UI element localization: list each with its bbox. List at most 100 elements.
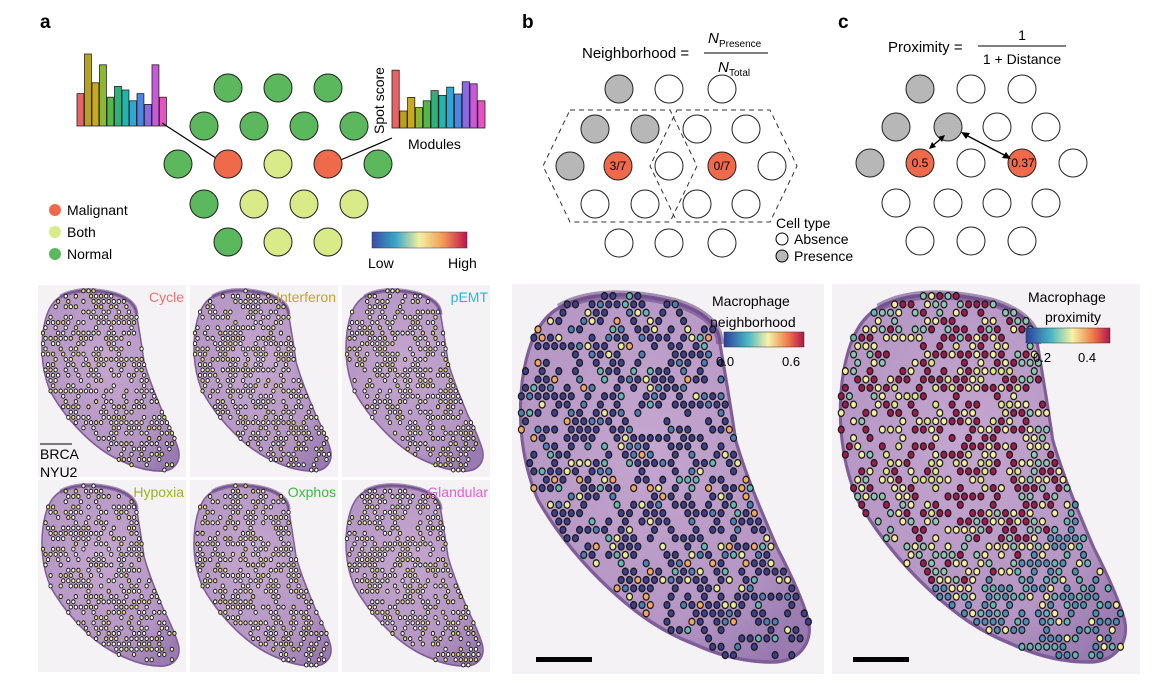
spatial-spot xyxy=(767,542,775,551)
spatial-spot xyxy=(81,546,86,552)
spatial-spot xyxy=(400,599,405,605)
spatial-spot xyxy=(88,293,94,299)
spatial-spot xyxy=(878,392,886,401)
spatial-spot xyxy=(205,541,210,547)
spatial-spot xyxy=(263,557,268,563)
spatial-spot xyxy=(433,509,438,515)
spatial-spot xyxy=(471,630,476,636)
spatial-spot xyxy=(294,446,299,452)
spatial-spot xyxy=(360,588,365,594)
spatial-spot xyxy=(952,308,960,317)
spatial-spot xyxy=(433,499,438,505)
spatial-spot xyxy=(197,309,203,315)
spatial-spot xyxy=(1010,525,1018,534)
spatial-spot xyxy=(276,314,281,320)
proximity-numerator: 1 xyxy=(1018,27,1026,43)
spatial-spot xyxy=(580,400,588,409)
spatial-spot xyxy=(584,341,592,351)
spatial-spot xyxy=(263,515,268,521)
spatial-spot xyxy=(700,358,708,367)
spatial-spot xyxy=(349,546,355,552)
spatial-spot xyxy=(521,383,530,392)
spatial-spot xyxy=(304,609,309,615)
spatial-spot xyxy=(688,550,696,560)
spatial-spot xyxy=(919,392,927,401)
spatial-spot xyxy=(397,541,403,547)
spatial-spot xyxy=(1030,567,1038,576)
spatial-spot xyxy=(965,433,973,443)
spatial-spot xyxy=(124,314,129,320)
spatial-spot xyxy=(973,417,981,426)
spatial-spot xyxy=(235,367,241,373)
spatial-spot xyxy=(997,567,1005,576)
spatial-spot xyxy=(365,309,370,315)
spatial-spot xyxy=(1088,617,1096,626)
spatial-spot xyxy=(288,425,294,431)
spatial-spot xyxy=(742,542,750,551)
absence-spot xyxy=(604,228,634,258)
spatial-spot xyxy=(630,567,638,576)
spatial-spot xyxy=(40,341,46,347)
spatial-spot xyxy=(283,435,289,441)
spatial-spot xyxy=(721,651,729,660)
spatial-spot xyxy=(952,575,960,585)
spatial-spot xyxy=(83,594,89,600)
spatial-spot xyxy=(443,399,448,405)
spatial-spot xyxy=(243,372,248,378)
spatial-spot xyxy=(400,330,405,336)
spatial-spot xyxy=(965,584,973,593)
spatial-spot xyxy=(121,362,126,368)
spatial-spot xyxy=(882,450,890,459)
spatial-spot xyxy=(111,504,116,510)
spatial-spot xyxy=(78,530,84,536)
spatial-spot xyxy=(440,525,446,531)
spatial-spot xyxy=(423,625,428,631)
spatial-spot xyxy=(997,483,1005,493)
spatial-spot xyxy=(266,420,271,426)
spatial-spot xyxy=(415,383,420,389)
spatial-spot xyxy=(294,425,299,431)
spatial-spot xyxy=(1071,567,1079,576)
spatial-spot xyxy=(372,583,377,589)
spatial-spot xyxy=(309,651,314,658)
spatial-spot xyxy=(596,350,604,359)
spatial-spot xyxy=(233,362,238,368)
spatial-spot xyxy=(1026,525,1034,534)
spatial-spot xyxy=(403,399,408,405)
spatial-spot xyxy=(281,551,286,557)
spatial-spot xyxy=(283,546,289,552)
spatial-spot xyxy=(286,583,291,589)
spatial-spot xyxy=(563,433,571,443)
spatial-spot xyxy=(357,325,362,331)
spatial-spot xyxy=(1051,609,1059,618)
spatial-spot xyxy=(395,383,400,389)
spatial-spot xyxy=(989,450,997,459)
spatial-spot xyxy=(164,430,169,436)
spatial-spot xyxy=(1104,634,1112,643)
spatial-spot xyxy=(258,351,263,357)
spatial-spot xyxy=(721,500,729,509)
spatial-spot xyxy=(390,567,395,573)
spatial-spot xyxy=(99,304,104,310)
spatial-spot xyxy=(400,309,405,315)
spatial-spot xyxy=(729,517,738,526)
spatial-spot xyxy=(903,542,911,551)
spatial-spot xyxy=(360,320,365,326)
spatial-spot xyxy=(349,515,355,521)
spatial-spot xyxy=(440,341,446,347)
spatial-spot xyxy=(1071,534,1079,543)
spatial-spot xyxy=(1051,525,1059,534)
spatial-spot xyxy=(617,425,625,434)
spatial-spot xyxy=(296,572,301,578)
spatial-spot xyxy=(771,617,779,626)
spatial-spot xyxy=(370,557,375,563)
spatial-spot xyxy=(423,615,428,621)
spatial-spot xyxy=(71,404,76,410)
spatial-spot xyxy=(382,346,388,352)
spatial-spot xyxy=(210,314,215,320)
spatial-spot xyxy=(471,446,476,452)
spatial-spot xyxy=(144,625,149,631)
spatial-spot xyxy=(387,293,393,299)
spatial-spot xyxy=(314,425,319,431)
spatial-spot xyxy=(223,504,228,510)
